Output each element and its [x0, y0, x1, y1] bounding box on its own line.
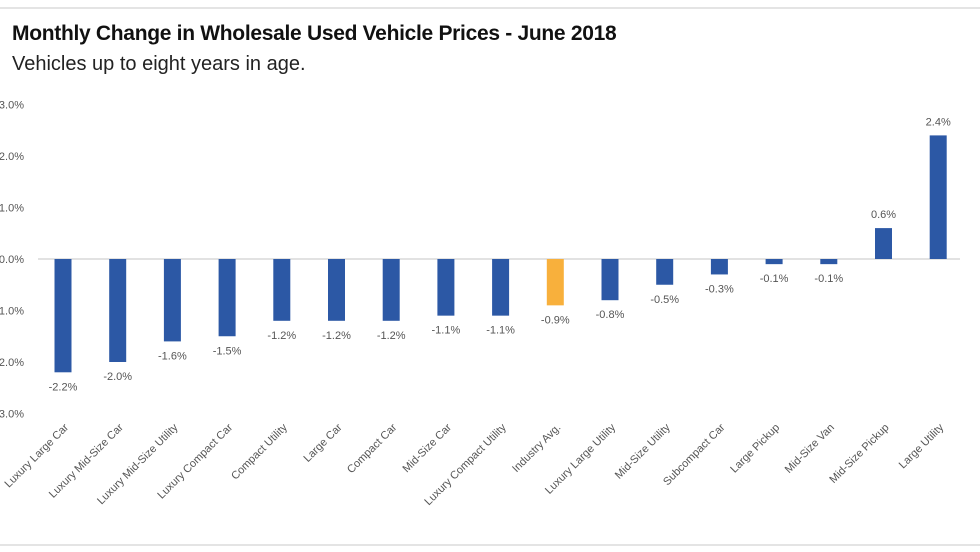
x-tick-label: Mid-Size Pickup — [827, 422, 891, 486]
data-label: -0.5% — [650, 294, 679, 306]
bar — [109, 259, 127, 362]
x-tick-label: Compact Car — [345, 421, 400, 476]
data-label: -1.1% — [432, 325, 461, 337]
x-tick-label: Large Car — [302, 421, 345, 464]
top-border — [0, 7, 980, 9]
bar — [656, 259, 674, 285]
data-label: -0.9% — [541, 314, 570, 326]
bar — [382, 259, 400, 321]
bar — [765, 259, 783, 265]
data-label: -1.2% — [322, 330, 351, 342]
data-label: -2.0% — [103, 371, 132, 383]
bar — [492, 259, 510, 316]
bar — [546, 259, 564, 306]
data-label: 2.4% — [926, 116, 951, 128]
data-label: -0.3% — [705, 283, 734, 295]
y-tick-label: 3.0% — [0, 100, 24, 112]
bar — [218, 259, 236, 337]
bar — [273, 259, 291, 321]
data-label: 0.6% — [871, 209, 896, 221]
bar — [328, 259, 345, 321]
y-tick-label: 0.0% — [0, 254, 24, 266]
bar — [601, 259, 619, 301]
x-tick-label: Mid-Size Car — [401, 421, 455, 475]
bottom-border — [0, 544, 980, 546]
y-tick-label: -3.0% — [0, 409, 24, 421]
x-tick-label: Industry Avg. — [510, 422, 563, 475]
x-tick-label: Large Pickup — [728, 422, 782, 476]
bar — [710, 259, 728, 275]
x-tick-label: Compact Utility — [229, 421, 290, 482]
data-label: -1.1% — [486, 325, 515, 337]
bar — [929, 135, 947, 259]
x-tick-label: Mid-Size Utility — [613, 421, 673, 481]
data-label: -1.5% — [213, 345, 242, 357]
y-tick-label: -2.0% — [0, 357, 24, 369]
data-label: -1.2% — [267, 330, 296, 342]
x-tick-label: Mid-Size Van — [783, 422, 837, 476]
data-label: -1.2% — [377, 330, 406, 342]
chart-title: Monthly Change in Wholesale Used Vehicle… — [12, 22, 617, 45]
bar — [163, 259, 181, 342]
x-tick-label: Large Utility — [897, 421, 947, 471]
bar — [437, 259, 455, 316]
y-tick-label: 2.0% — [0, 151, 24, 163]
data-label: -0.1% — [814, 273, 843, 285]
data-label: -1.6% — [158, 350, 187, 362]
data-label: -2.2% — [49, 381, 78, 393]
bar — [875, 228, 892, 259]
data-label: -0.8% — [596, 309, 625, 321]
bar — [54, 259, 72, 373]
data-label: -0.1% — [760, 273, 789, 285]
bar — [820, 259, 838, 265]
y-tick-label: 1.0% — [0, 203, 24, 215]
chart-subtitle: Vehicles up to eight years in age. — [12, 53, 306, 75]
y-tick-label: -1.0% — [0, 306, 24, 318]
